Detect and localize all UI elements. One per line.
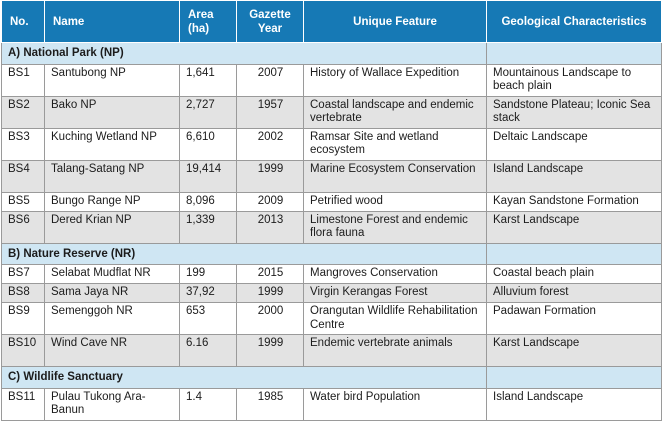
cell-year: 1957 bbox=[236, 95, 304, 129]
cell-year: 1999 bbox=[236, 159, 304, 193]
cell-feature: Limestone Forest and endemic flora fauna bbox=[303, 210, 487, 244]
section-label: A) National Park (NP) bbox=[1, 42, 487, 65]
cell-geology: Coastal beach plain bbox=[486, 264, 662, 284]
cell-year: 2009 bbox=[236, 191, 304, 212]
cell-no: BS6 bbox=[1, 210, 45, 244]
cell-area: 6.16 bbox=[179, 334, 237, 367]
table-row: BS10 Wind Cave NR 6.16 1999 Endemic vert… bbox=[1, 334, 662, 367]
cell-feature: Virgin Kerangas Forest bbox=[303, 283, 487, 303]
section-empty-cell bbox=[486, 242, 662, 265]
cell-feature: History of Wallace Expedition bbox=[303, 63, 487, 97]
cell-year: 2000 bbox=[236, 302, 304, 335]
section-row-wildlife-sanctuary: C) Wildlife Sanctuary bbox=[1, 366, 662, 389]
cell-name: Dered Krian NP bbox=[44, 210, 180, 244]
section-row-nature-reserve: B) Nature Reserve (NR) bbox=[1, 242, 662, 265]
cell-year: 2007 bbox=[236, 63, 304, 97]
header-geological-characteristics: Geological Characteristics bbox=[486, 0, 662, 43]
cell-year: 1985 bbox=[236, 387, 304, 421]
cell-feature: Coastal landscape and endemic vertebrate bbox=[303, 95, 487, 129]
cell-feature: Mangroves Conservation bbox=[303, 264, 487, 284]
cell-name: Talang-Satang NP bbox=[44, 159, 180, 193]
cell-geology: Kayan Sandstone Formation bbox=[486, 191, 662, 212]
cell-area: 653 bbox=[179, 302, 237, 335]
cell-no: BS7 bbox=[1, 264, 45, 284]
cell-area: 6,610 bbox=[179, 127, 237, 161]
cell-no: BS1 bbox=[1, 63, 45, 97]
cell-feature: Endemic vertebrate animals bbox=[303, 334, 487, 367]
cell-feature: Orangutan Wildlife Rehabilitation Centre bbox=[303, 302, 487, 335]
header-no: No. bbox=[1, 0, 45, 43]
cell-area: 2,727 bbox=[179, 95, 237, 129]
cell-feature: Ramsar Site and wetland ecosystem bbox=[303, 127, 487, 161]
cell-year: 2002 bbox=[236, 127, 304, 161]
cell-no: BS8 bbox=[1, 283, 45, 303]
cell-area: 199 bbox=[179, 264, 237, 284]
section-empty-cell bbox=[486, 366, 662, 389]
table-row: BS6 Dered Krian NP 1,339 2013 Limestone … bbox=[1, 210, 662, 244]
cell-no: BS3 bbox=[1, 127, 45, 161]
cell-no: BS2 bbox=[1, 95, 45, 129]
cell-no: BS11 bbox=[1, 387, 45, 421]
cell-geology: Alluvium forest bbox=[486, 283, 662, 303]
cell-area: 1,339 bbox=[179, 210, 237, 244]
table-row: BS5 Bungo Range NP 8,096 2009 Petrified … bbox=[1, 191, 662, 212]
cell-name: Selabat Mudflat NR bbox=[44, 264, 180, 284]
table-row: BS11 Pulau Tukong Ara-Banun 1.4 1985 Wat… bbox=[1, 387, 662, 421]
cell-name: Semenggoh NR bbox=[44, 302, 180, 335]
cell-feature: Water bird Population bbox=[303, 387, 487, 421]
header-area: Area (ha) bbox=[179, 0, 237, 43]
cell-geology: Sandstone Plateau; Iconic Sea stack bbox=[486, 95, 662, 129]
cell-no: BS10 bbox=[1, 334, 45, 367]
cell-geology: Island Landscape bbox=[486, 159, 662, 193]
cell-year: 2013 bbox=[236, 210, 304, 244]
cell-geology: Karst Landscape bbox=[486, 210, 662, 244]
cell-geology: Karst Landscape bbox=[486, 334, 662, 367]
header-name: Name bbox=[44, 0, 180, 43]
cell-geology: Padawan Formation bbox=[486, 302, 662, 335]
cell-name: Pulau Tukong Ara-Banun bbox=[44, 387, 180, 421]
cell-area: 1,641 bbox=[179, 63, 237, 97]
section-label: C) Wildlife Sanctuary bbox=[1, 366, 487, 389]
table-row: BS8 Sama Jaya NR 37,92 1999 Virgin Keran… bbox=[1, 283, 662, 303]
cell-name: Bungo Range NP bbox=[44, 191, 180, 212]
header-row: No. Name Area (ha) Gazette Year Unique F… bbox=[1, 0, 662, 43]
section-row-national-park: A) National Park (NP) bbox=[1, 42, 662, 65]
cell-geology: Island Landscape bbox=[486, 387, 662, 421]
cell-name: Santubong NP bbox=[44, 63, 180, 97]
cell-name: Wind Cave NR bbox=[44, 334, 180, 367]
cell-geology: Mountainous Landscape to beach plain bbox=[486, 63, 662, 97]
cell-year: 1999 bbox=[236, 334, 304, 367]
section-empty-cell bbox=[486, 42, 662, 65]
cell-feature: Marine Ecosystem Conservation bbox=[303, 159, 487, 193]
table-row: BS3 Kuching Wetland NP 6,610 2002 Ramsar… bbox=[1, 127, 662, 161]
header-unique-feature: Unique Feature bbox=[303, 0, 487, 43]
table-row: BS1 Santubong NP 1,641 2007 History of W… bbox=[1, 63, 662, 97]
cell-no: BS9 bbox=[1, 302, 45, 335]
cell-name: Bako NP bbox=[44, 95, 180, 129]
cell-name: Kuching Wetland NP bbox=[44, 127, 180, 161]
header-gazette-year: Gazette Year bbox=[236, 0, 304, 43]
table-row: BS4 Talang-Satang NP 19,414 1999 Marine … bbox=[1, 159, 662, 193]
cell-feature: Petrified wood bbox=[303, 191, 487, 212]
cell-area: 19,414 bbox=[179, 159, 237, 193]
cell-name: Sama Jaya NR bbox=[44, 283, 180, 303]
cell-area: 8,096 bbox=[179, 191, 237, 212]
cell-no: BS5 bbox=[1, 191, 45, 212]
table-row: BS7 Selabat Mudflat NR 199 2015 Mangrove… bbox=[1, 264, 662, 284]
cell-geology: Deltaic Landscape bbox=[486, 127, 662, 161]
cell-area: 37,92 bbox=[179, 283, 237, 303]
table-row: BS9 Semenggoh NR 653 2000 Orangutan Wild… bbox=[1, 302, 662, 335]
cell-area: 1.4 bbox=[179, 387, 237, 421]
cell-year: 1999 bbox=[236, 283, 304, 303]
cell-no: BS4 bbox=[1, 159, 45, 193]
cell-year: 2015 bbox=[236, 264, 304, 284]
table-row: BS2 Bako NP 2,727 1957 Coastal landscape… bbox=[1, 95, 662, 129]
section-label: B) Nature Reserve (NR) bbox=[1, 242, 487, 265]
